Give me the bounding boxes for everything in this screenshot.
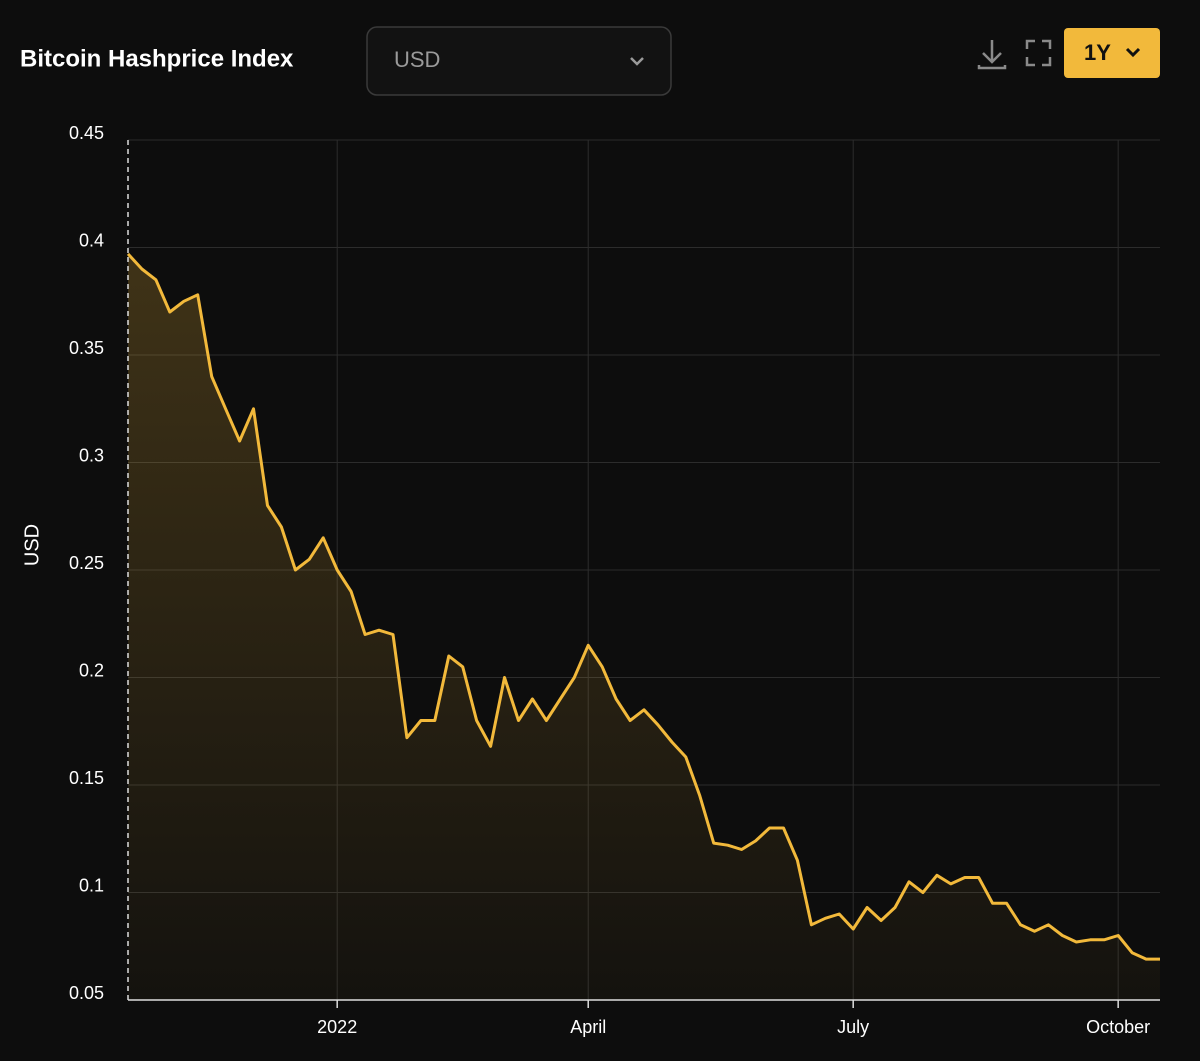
line [126,252,1160,961]
y-tick-label: 0.25 [69,553,104,573]
y-axis-label: USD [21,524,43,566]
currency-value: USD [394,47,440,72]
y-tick-label: 0.45 [69,123,104,143]
y-tick-label: 0.4 [79,230,104,250]
y-tick-label: 0.1 [79,875,104,895]
area-fill [128,253,1160,1000]
chart-title: Bitcoin Hashprice Index [20,45,294,72]
range-button[interactable] [1064,28,1160,78]
y-tick-label: 0.05 [69,983,104,1003]
y-tick-label: 0.15 [69,768,104,788]
range-chevron [1125,47,1141,58]
plot [126,252,1160,1000]
x-tick-label: July [837,1017,869,1037]
fullscreen-icon[interactable] [1025,39,1052,67]
y-tick-label: 0.3 [79,445,104,465]
x-tick-label: October [1086,1017,1150,1037]
x-tick-label: April [570,1017,606,1037]
x-tick-label: 2022 [317,1017,357,1037]
y-tick-label: 0.2 [79,660,104,680]
range-value: 1Y [1084,40,1111,65]
download-icon[interactable] [977,40,1007,70]
dropdown-chevron [630,57,644,66]
y-tick-label: 0.35 [69,338,104,358]
currency-dropdown[interactable] [366,26,672,96]
